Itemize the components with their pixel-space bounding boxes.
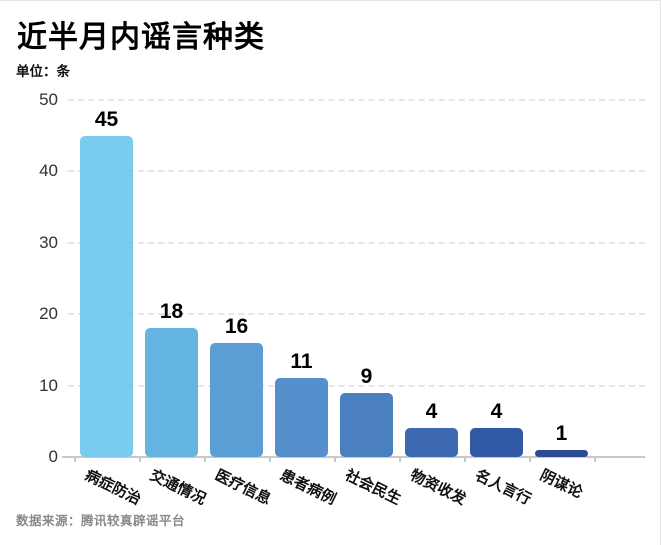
bar-value-label: 16 <box>224 314 249 338</box>
x-axis-category-label: 物资收发 <box>406 466 469 509</box>
x-axis-tick <box>529 457 531 462</box>
x-axis-category-label: 患者病例 <box>276 466 339 509</box>
bar-value-label: 1 <box>555 421 568 445</box>
y-axis-tick-10: 10 <box>39 375 58 395</box>
x-axis-tick <box>204 457 206 462</box>
bar-value-label: 18 <box>159 300 184 324</box>
x-axis-category-label: 交通情况 <box>146 466 209 509</box>
x-axis-tick <box>334 457 336 462</box>
x-axis-category-label: 名人言行 <box>471 466 534 509</box>
x-axis-category-label: 医疗信息 <box>211 466 274 509</box>
y-axis-tick-50: 50 <box>39 90 58 109</box>
gridline-y-20 <box>68 313 645 316</box>
x-axis-category-label: 阴谋论 <box>536 466 585 502</box>
bar-value-label: 4 <box>425 400 438 424</box>
bar-value-label: 4 <box>490 400 503 424</box>
data-source-caption: 数据来源：腾讯较真辟谣平台 <box>16 514 186 528</box>
bar-value-label: 11 <box>290 350 313 374</box>
bar-交通情况 <box>145 328 198 457</box>
x-axis-tick <box>594 457 596 462</box>
bar-病症防治 <box>80 135 133 457</box>
x-axis-tick <box>139 457 141 462</box>
x-axis-category-label: 社会民生 <box>341 466 404 509</box>
y-axis-tick-20: 20 <box>39 304 58 324</box>
chart-title: 近半月内谣言种类 <box>17 21 265 54</box>
bar-value-label: 9 <box>360 364 373 388</box>
bar-社会民生 <box>340 392 393 457</box>
gridline-y-40 <box>68 170 645 173</box>
x-axis-tick <box>269 457 271 462</box>
bar-患者病例 <box>275 378 328 457</box>
x-axis-tick <box>399 457 401 462</box>
gridline-y-10 <box>68 384 645 387</box>
unit-label: 单位：条 <box>16 64 70 79</box>
bar-医疗信息 <box>210 342 263 457</box>
y-axis-tick-30: 30 <box>39 232 58 252</box>
y-axis-tick-0: 0 <box>48 447 58 466</box>
x-axis-tick <box>464 457 466 462</box>
bar-value-label: 45 <box>94 107 119 131</box>
bar-阴谋论 <box>535 449 588 457</box>
x-axis-line <box>62 456 645 458</box>
x-axis-category-label: 病症防治 <box>81 466 144 509</box>
y-axis-tick-40: 40 <box>39 161 58 181</box>
bar-名人言行 <box>470 428 523 457</box>
bar-物资收发 <box>405 428 458 457</box>
gridline-y-30 <box>68 241 645 244</box>
x-axis-tick <box>74 457 76 462</box>
gridline-y-50 <box>68 99 645 101</box>
